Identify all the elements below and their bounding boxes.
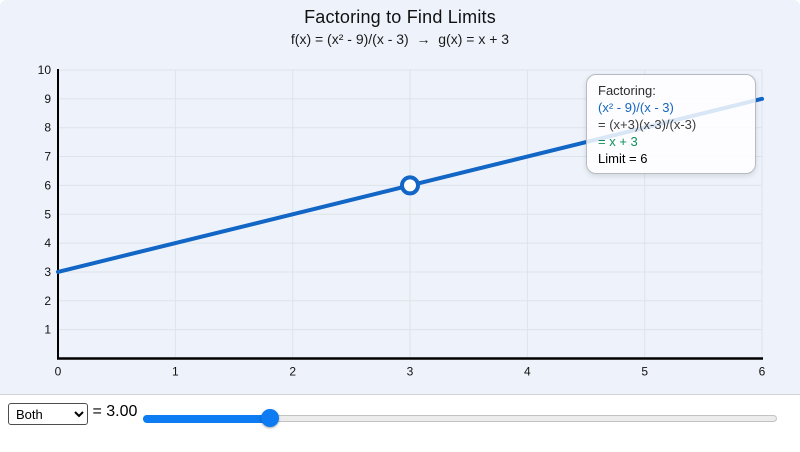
x-slider-track[interactable]	[143, 415, 777, 422]
svg-text:2: 2	[289, 365, 296, 379]
svg-text:3: 3	[44, 265, 51, 279]
limit-graph: 0 1 2 3 4 5 6 1 2 3 4 5 6 7 8 9 10	[38, 63, 766, 379]
page-title: Factoring to Find Limits	[304, 7, 496, 27]
svg-text:2: 2	[44, 294, 51, 308]
control-bar: Both x = 3.00	[0, 395, 800, 452]
tooltip-simplified: = x + 3	[598, 134, 638, 149]
svg-text:1: 1	[44, 323, 51, 337]
svg-text:0: 0	[55, 365, 62, 379]
svg-text:10: 10	[38, 63, 52, 77]
svg-text:9: 9	[44, 92, 51, 106]
tooltip-factored: = (x+3)(x-3)/(x-3)	[598, 117, 697, 132]
tooltip-heading: Factoring:	[598, 83, 656, 98]
svg-text:6: 6	[759, 365, 766, 379]
x-slider-thumb[interactable]	[261, 409, 279, 427]
graph-panel: Factoring to Find Limits f(x) = (x² - 9)…	[0, 0, 800, 395]
svg-text:1: 1	[172, 365, 179, 379]
svg-text:4: 4	[44, 236, 51, 250]
display-mode-select[interactable]: Both	[8, 403, 88, 425]
function-subtitle: f(x) = (x² - 9)/(x - 3) → g(x) = x + 3	[290, 31, 510, 47]
svg-text:6: 6	[44, 178, 51, 192]
svg-text:5: 5	[641, 365, 648, 379]
svg-text:3: 3	[407, 365, 414, 379]
svg-text:8: 8	[44, 121, 51, 135]
svg-text:5: 5	[44, 207, 51, 221]
tooltip-expression: (x² - 9)/(x - 3)	[598, 100, 674, 115]
factoring-tooltip: Factoring: (x² - 9)/(x - 3) = (x+3)(x-3)…	[586, 74, 756, 174]
x-value-label: x = 3.00	[80, 403, 138, 420]
svg-text:7: 7	[44, 150, 51, 164]
svg-text:4: 4	[524, 365, 531, 379]
tooltip-limit-value: Limit = 6	[598, 151, 648, 166]
